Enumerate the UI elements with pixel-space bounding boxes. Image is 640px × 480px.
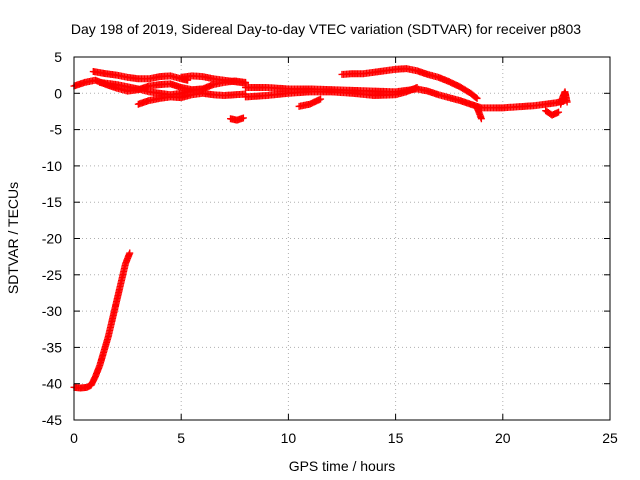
y-tick-label: 0 <box>54 85 62 101</box>
y-tick-label: -10 <box>42 158 62 174</box>
series-track-l <box>542 107 563 119</box>
y-tick-label: -35 <box>42 339 62 355</box>
data-point <box>317 95 325 103</box>
data-point <box>472 94 480 102</box>
x-tick-label: 0 <box>70 430 78 446</box>
data-point <box>555 108 563 116</box>
y-tick-label: -30 <box>42 303 62 319</box>
data-point <box>413 83 421 91</box>
axis-ticks: 0 5 10 15 20 25 5 0 -5 -10 -15 -20 -25 -30 -35 -40 -45 <box>42 49 618 446</box>
x-tick-label: 5 <box>177 430 185 446</box>
y-tick-label: -25 <box>42 267 62 283</box>
data-point <box>473 94 481 102</box>
y-tick-label: -20 <box>42 231 62 247</box>
data-points <box>70 65 571 392</box>
chart-title: Day 198 of 2019, Sidereal Day-to-day VTE… <box>71 21 581 37</box>
data-point <box>477 115 485 123</box>
series-track-i <box>295 95 325 110</box>
data-point <box>563 98 571 106</box>
y-tick-label: 5 <box>54 49 62 65</box>
series-track-k <box>473 104 485 123</box>
x-tick-label: 20 <box>495 430 511 446</box>
x-tick-label: 25 <box>602 430 618 446</box>
series-track-e <box>177 72 250 87</box>
series-track-n <box>70 249 134 392</box>
y-tick-label: -5 <box>50 122 63 138</box>
series-track-f <box>227 114 247 124</box>
data-point <box>239 114 247 122</box>
data-point <box>126 249 134 257</box>
series-track-m <box>557 88 571 108</box>
grid-lines <box>74 57 610 420</box>
series-track-j <box>338 65 481 102</box>
x-tick-label: 10 <box>281 430 297 446</box>
y-tick-label: -45 <box>42 412 62 428</box>
series-track-c <box>96 78 207 99</box>
y-tick-label: -15 <box>42 194 62 210</box>
x-tick-label: 15 <box>388 430 404 446</box>
y-axis-label: SDTVAR / TECUs <box>5 182 21 294</box>
series-track-d <box>134 89 250 108</box>
series-track-h <box>242 83 421 101</box>
y-tick-label: -40 <box>42 376 62 392</box>
x-axis-label: GPS time / hours <box>289 458 396 474</box>
series-track-g <box>242 83 569 112</box>
